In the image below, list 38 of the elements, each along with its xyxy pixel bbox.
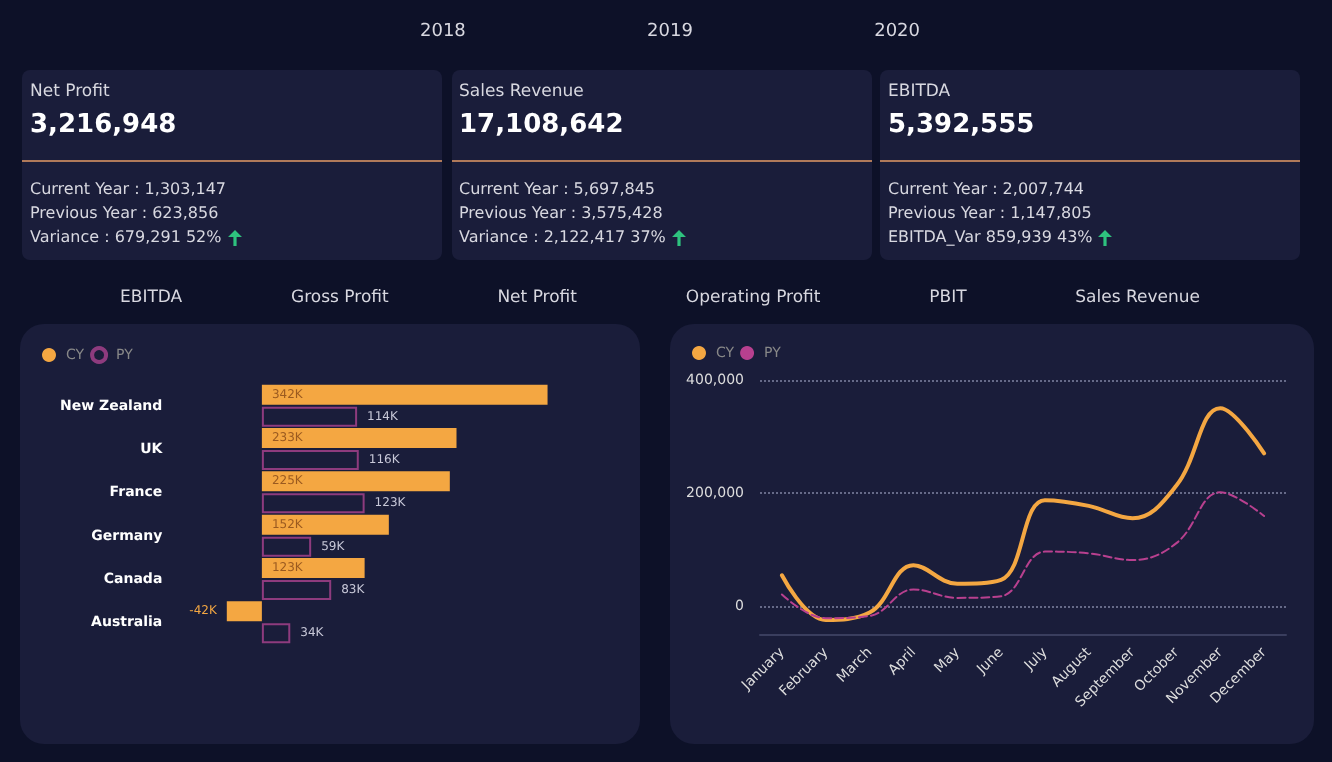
bar <box>261 536 312 557</box>
bar <box>261 471 450 492</box>
bar <box>261 493 365 514</box>
text: 17,108,642 <box>459 110 624 140</box>
bar <box>261 406 358 427</box>
bar <box>261 384 548 405</box>
text: 2018 <box>420 22 466 42</box>
line-series <box>780 491 1266 620</box>
text: EBITDA <box>888 82 951 102</box>
text: 2019 <box>647 22 693 42</box>
text: Current Year : 1,303,147 <box>30 180 227 198</box>
text: Variance : 679,291 52% <box>30 228 222 246</box>
text: Operating Profit <box>685 288 821 308</box>
text: 5,392,555 <box>888 110 1035 140</box>
text: Net Profit <box>30 82 110 102</box>
line-series <box>779 406 1267 622</box>
bar <box>226 601 262 622</box>
text: Variance : 2,122,417 37% <box>459 228 666 246</box>
text: Gross Profit <box>291 288 389 308</box>
text: Sales Revenue <box>459 82 584 102</box>
text: Sales Revenue <box>1075 288 1200 308</box>
text: Current Year : 2,007,744 <box>888 180 1085 198</box>
text: 2020 <box>874 22 920 42</box>
text: PBIT <box>929 288 967 308</box>
text: 3,216,948 <box>30 110 177 140</box>
text: Previous Year : 3,575,428 <box>459 204 663 222</box>
text: EBITDA <box>120 288 183 308</box>
bar <box>261 580 332 600</box>
text: Net Profit <box>497 288 577 308</box>
bar <box>261 514 389 535</box>
bar <box>261 558 365 578</box>
text: Previous Year : 623,856 <box>30 204 219 222</box>
text: Previous Year : 1,147,805 <box>888 204 1092 222</box>
text: EBITDA_Var 859,939 43% <box>888 228 1093 246</box>
bar <box>261 428 457 448</box>
bar <box>261 623 291 644</box>
text: Current Year : 5,697,845 <box>459 180 656 198</box>
bar <box>261 450 359 470</box>
